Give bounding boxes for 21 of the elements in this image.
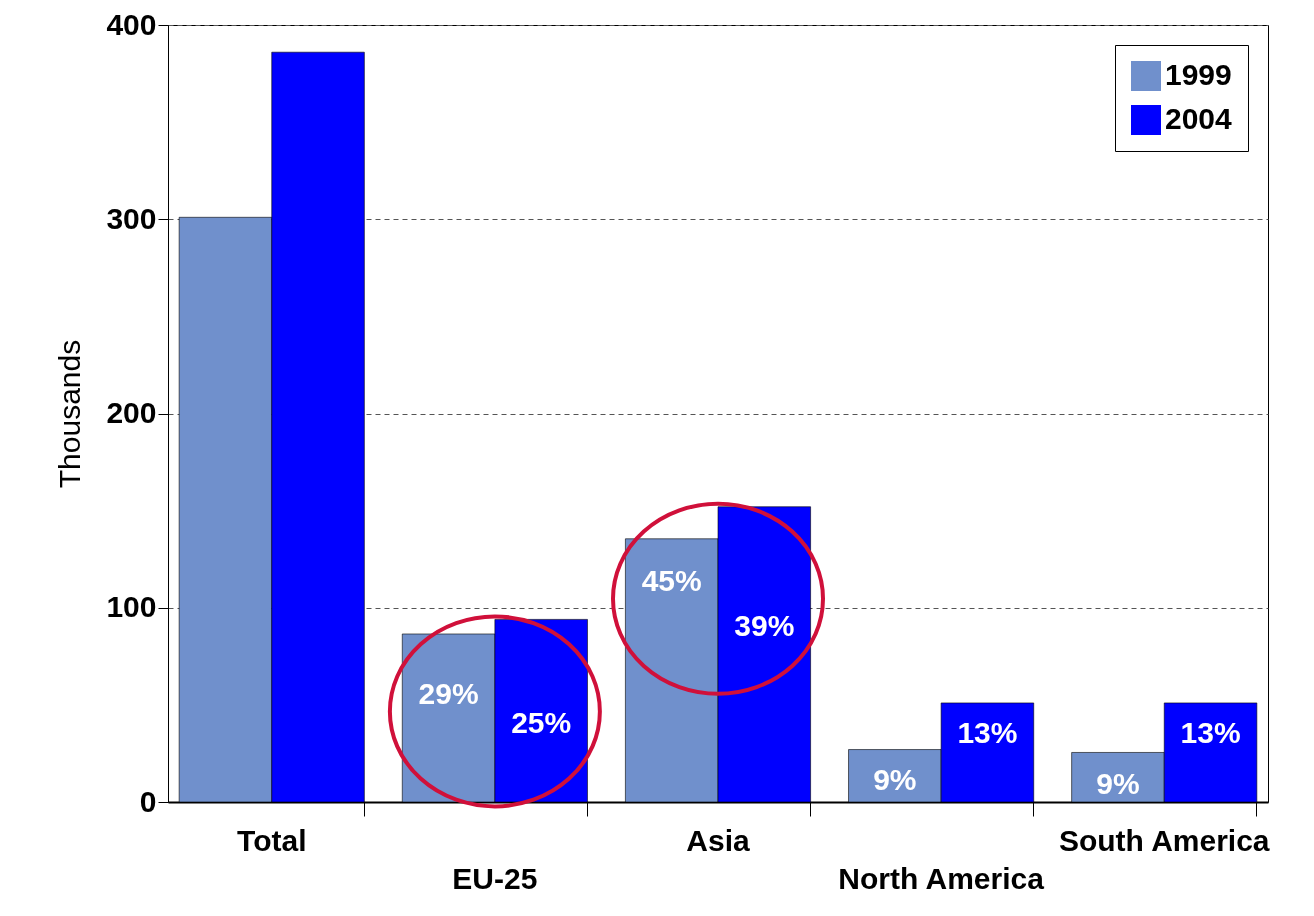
x-tick-label: EU-25 <box>452 861 538 895</box>
x-tick-label: Total <box>237 823 307 857</box>
y-tick-label: 0 <box>139 784 157 818</box>
annotation: 25% <box>511 706 572 740</box>
x-tick-label: North America <box>838 861 1045 895</box>
annotation: 29% <box>418 677 479 711</box>
annotation: 9% <box>873 762 917 796</box>
annotation: 9% <box>1096 766 1140 800</box>
annotation: 13% <box>1180 716 1241 750</box>
legend-label: 2004 <box>1165 102 1233 135</box>
y-tick-label: 200 <box>106 396 157 429</box>
legend-label: 1999 <box>1165 58 1232 91</box>
x-tick-label: Asia <box>686 823 750 857</box>
annotation: 45% <box>641 564 702 598</box>
y-tick-label: 400 <box>106 7 157 41</box>
annotation: 13% <box>957 716 1018 750</box>
x-tick-label: South America <box>1058 823 1270 857</box>
y-axis-title: Thousands <box>53 339 87 489</box>
y-tick-label: 100 <box>106 590 157 624</box>
y-tick-label: 300 <box>106 201 157 235</box>
annotation: 39% <box>734 609 795 643</box>
